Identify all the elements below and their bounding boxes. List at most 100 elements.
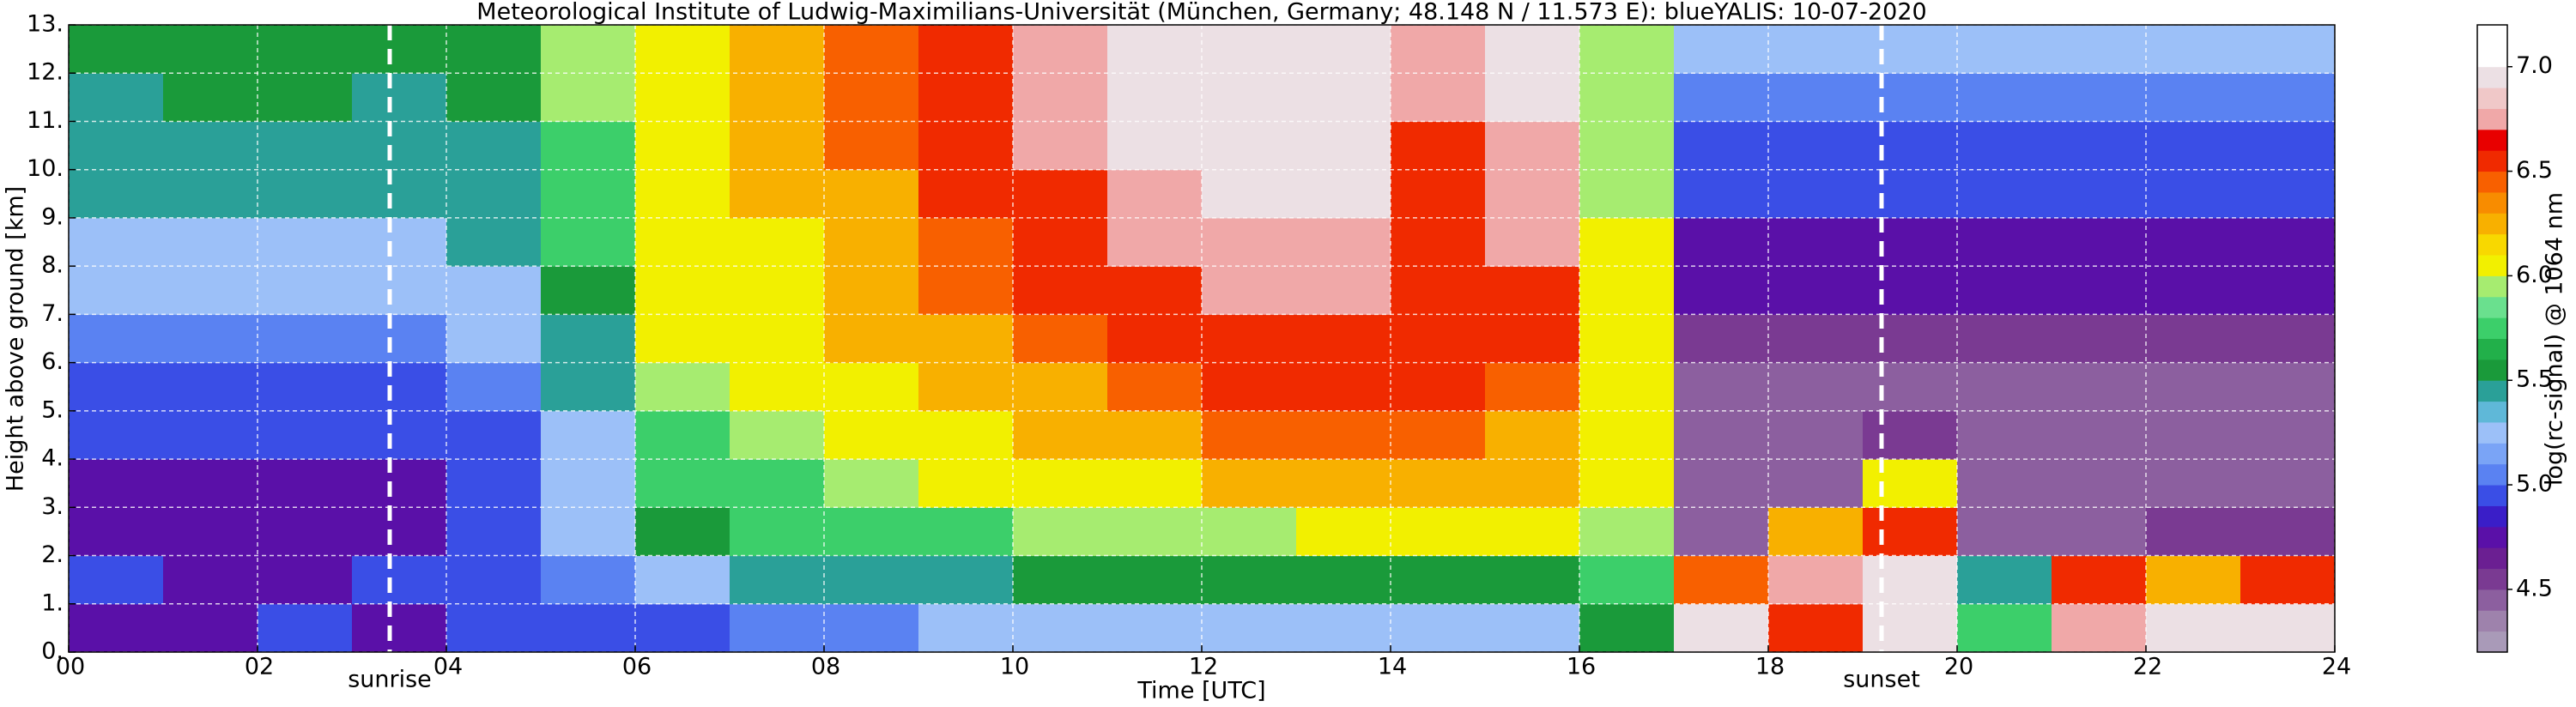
colorbar-frame	[2476, 24, 2508, 653]
heatmap-cell	[541, 555, 636, 605]
heatmap-cell	[1579, 459, 1675, 508]
heatmap-cell	[1013, 410, 1108, 460]
x-tick-label: 20	[1944, 654, 1973, 680]
heatmap-cell	[1957, 507, 2052, 557]
heatmap-cell	[1863, 459, 1958, 508]
heatmap-cell	[2240, 314, 2336, 364]
heatmap-cell	[446, 507, 542, 557]
heatmap-cell	[2146, 555, 2241, 605]
heatmap-cell	[2240, 410, 2336, 460]
heatmap-cell	[1485, 459, 1580, 508]
chart-title: Meteorological Institute of Ludwig-Maxim…	[476, 0, 1926, 26]
y-axis-label: Height above ground [km]	[3, 186, 29, 492]
heatmap-cell	[1391, 555, 1486, 605]
heatmap-cell	[1863, 121, 1958, 171]
heatmap-cell	[918, 25, 1014, 74]
heatmap-cell	[163, 217, 258, 267]
y-tick-label: 6.	[41, 348, 64, 375]
heatmap-cell	[1674, 603, 1769, 653]
heatmap-cell	[1768, 459, 1864, 508]
heatmap-cell	[1957, 362, 2052, 412]
heatmap-cell	[1485, 410, 1580, 460]
heatmap-cell	[1863, 362, 1958, 412]
heatmap-cell	[1579, 169, 1675, 219]
heatmap-cell	[2146, 603, 2241, 653]
heatmap-cell	[2052, 121, 2147, 171]
heatmap-cell	[1391, 507, 1486, 557]
heatmap-cell	[1107, 314, 1203, 364]
heatmap-cell	[258, 410, 353, 460]
heatmap-cell	[446, 266, 542, 315]
heatmap-cell	[352, 73, 447, 122]
heatmap-cell	[730, 507, 825, 557]
heatmap-cell	[730, 121, 825, 171]
heatmap-cell	[918, 362, 1014, 412]
heatmap-cell	[1768, 603, 1864, 653]
heatmap-cell	[2146, 121, 2241, 171]
y-tick-label: 9.	[41, 203, 64, 230]
heatmap-cell	[1013, 217, 1108, 267]
heatmap-cell	[730, 555, 825, 605]
x-tick-label: 04	[433, 654, 463, 680]
heatmap-cell	[446, 217, 542, 267]
x-tick-label: 10	[1000, 654, 1029, 680]
heatmap-cell	[1768, 217, 1864, 267]
y-tick-label: 1.	[41, 589, 64, 616]
heatmap-cell	[1485, 362, 1580, 412]
heatmap-cell	[446, 362, 542, 412]
heatmap-cell	[1863, 169, 1958, 219]
heatmap-cell	[635, 410, 730, 460]
heatmap-cell	[730, 25, 825, 74]
heatmap-cell	[1863, 410, 1958, 460]
heatmap-cell	[1013, 73, 1108, 122]
heatmap-cell	[352, 169, 447, 219]
heatmap-cell	[918, 603, 1014, 653]
y-tick-label: 11.	[27, 107, 64, 134]
annotation-label: sunset	[1843, 667, 1920, 693]
heatmap-cell	[69, 603, 164, 653]
heatmap-cell	[1674, 314, 1769, 364]
heatmap-cell	[2240, 507, 2336, 557]
heatmap-cell	[1863, 603, 1958, 653]
heatmap-cell	[1768, 73, 1864, 122]
heatmap-cell	[1957, 25, 2052, 74]
plot-frame	[68, 24, 2336, 653]
heatmap-cell	[1579, 25, 1675, 74]
heatmap-cell	[258, 507, 353, 557]
colorbar-swatch	[2477, 505, 2507, 528]
heatmap-cell	[69, 459, 164, 508]
heatmap-cell	[1485, 507, 1580, 557]
heatmap-cell	[1674, 266, 1769, 315]
heatmap-cell	[446, 459, 542, 508]
colorbar-tick-label: 6.0	[2516, 262, 2553, 288]
heatmap-cell	[1202, 217, 1297, 267]
colorbar-swatch	[2477, 421, 2507, 444]
heatmap-cell	[2240, 169, 2336, 219]
heatmap-cell	[1579, 314, 1675, 364]
colorbar-swatch	[2477, 589, 2507, 611]
heatmap-cell	[258, 25, 353, 74]
y-tick-label: 10.	[27, 155, 64, 182]
heatmap-cell	[918, 217, 1014, 267]
heatmap-cell	[730, 217, 825, 267]
heatmap-cell	[1296, 507, 1391, 557]
heatmap-cell	[824, 217, 919, 267]
heatmap-cell	[1296, 217, 1391, 267]
heatmap-cell	[258, 603, 353, 653]
heatmap-cell	[635, 459, 730, 508]
heatmap-cell	[1391, 266, 1486, 315]
heatmap-cell	[163, 25, 258, 74]
heatmap-cell	[730, 459, 825, 508]
heatmap-cell	[2052, 410, 2147, 460]
heatmap-cell	[1107, 555, 1203, 605]
heatmap-cell	[918, 555, 1014, 605]
colorbar-swatch	[2477, 88, 2507, 109]
heatmap-cell	[1957, 603, 2052, 653]
heatmap-cell	[1107, 169, 1203, 219]
heatmap-cell	[2146, 25, 2241, 74]
colorbar-swatch	[2477, 401, 2507, 423]
heatmap-cell	[1485, 555, 1580, 605]
heatmap-cell	[1579, 266, 1675, 315]
colorbar-swatch	[2477, 463, 2507, 486]
heatmap-cell	[352, 362, 447, 412]
